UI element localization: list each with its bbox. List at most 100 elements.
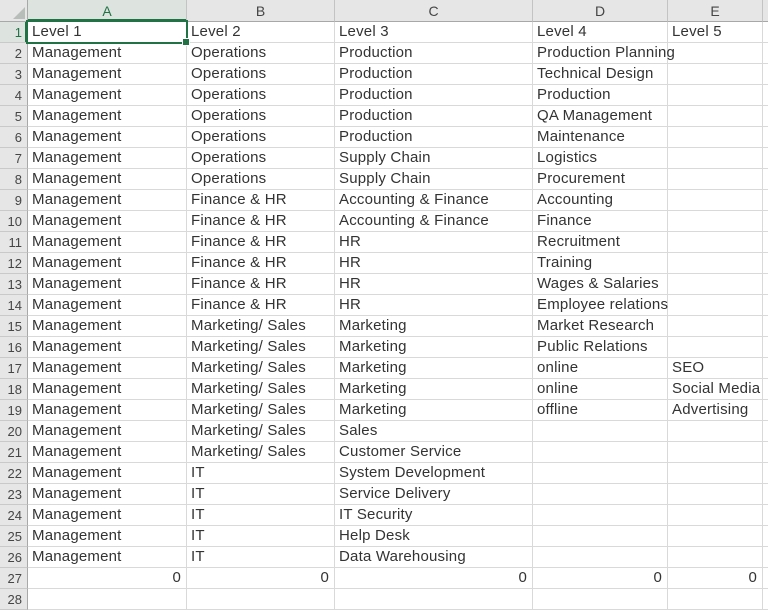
cell-D18[interactable]: online [533,379,668,400]
cell-D7[interactable]: Logistics [533,148,668,169]
cell-A21[interactable]: Management [28,442,187,463]
cell-F2[interactable] [763,43,768,64]
cell-C7[interactable]: Supply Chain [335,148,533,169]
cell-C2[interactable]: Production [335,43,533,64]
cell-E17[interactable]: SEO [668,358,763,379]
row-header-1[interactable]: 1 [0,22,28,43]
cell-F26[interactable] [763,547,768,568]
cell-F4[interactable] [763,85,768,106]
row-header-4[interactable]: 4 [0,85,28,106]
cell-A17[interactable]: Management [28,358,187,379]
cell-B11[interactable]: Finance & HR [187,232,335,253]
cell-D4[interactable]: Production [533,85,668,106]
cell-F17[interactable] [763,358,768,379]
cell-E9[interactable] [668,190,763,211]
cell-C13[interactable]: HR [335,274,533,295]
cell-A27[interactable]: 0 [28,568,187,589]
cell-E26[interactable] [668,547,763,568]
cell-E2[interactable] [668,43,763,64]
cell-F19[interactable] [763,400,768,421]
cell-A23[interactable]: Management [28,484,187,505]
cell-B21[interactable]: Marketing/ Sales [187,442,335,463]
cell-D27[interactable]: 0 [533,568,668,589]
cell-D12[interactable]: Training [533,253,668,274]
cell-A7[interactable]: Management [28,148,187,169]
cell-A4[interactable]: Management [28,85,187,106]
cell-B3[interactable]: Operations [187,64,335,85]
row-header-6[interactable]: 6 [0,127,28,148]
cell-D22[interactable] [533,463,668,484]
cell-E14[interactable] [668,295,763,316]
cell-B2[interactable]: Operations [187,43,335,64]
cell-E13[interactable] [668,274,763,295]
cell-E27[interactable]: 0 [668,568,763,589]
cell-C23[interactable]: Service Delivery [335,484,533,505]
cell-D9[interactable]: Accounting [533,190,668,211]
cell-D21[interactable] [533,442,668,463]
row-header-15[interactable]: 15 [0,316,28,337]
cell-B6[interactable]: Operations [187,127,335,148]
row-header-25[interactable]: 25 [0,526,28,547]
cell-C5[interactable]: Production [335,106,533,127]
cell-B17[interactable]: Marketing/ Sales [187,358,335,379]
cell-D16[interactable]: Public Relations [533,337,668,358]
cell-A26[interactable]: Management [28,547,187,568]
cell-C8[interactable]: Supply Chain [335,169,533,190]
cell-D11[interactable]: Recruitment [533,232,668,253]
cell-F8[interactable] [763,169,768,190]
row-header-5[interactable]: 5 [0,106,28,127]
cell-C11[interactable]: HR [335,232,533,253]
cell-A12[interactable]: Management [28,253,187,274]
cell-C9[interactable]: Accounting & Finance [335,190,533,211]
cell-D25[interactable] [533,526,668,547]
cell-B16[interactable]: Marketing/ Sales [187,337,335,358]
cell-A1[interactable]: Level 1 [28,22,187,43]
row-header-13[interactable]: 13 [0,274,28,295]
row-header-27[interactable]: 27 [0,568,28,589]
cell-E20[interactable] [668,421,763,442]
cell-D3[interactable]: Technical Design [533,64,668,85]
cell-B9[interactable]: Finance & HR [187,190,335,211]
cell-E8[interactable] [668,169,763,190]
cell-F18[interactable] [763,379,768,400]
cell-C18[interactable]: Marketing [335,379,533,400]
cell-C22[interactable]: System Development [335,463,533,484]
row-header-8[interactable]: 8 [0,169,28,190]
row-header-3[interactable]: 3 [0,64,28,85]
cell-A5[interactable]: Management [28,106,187,127]
cell-F13[interactable] [763,274,768,295]
row-header-14[interactable]: 14 [0,295,28,316]
cell-C3[interactable]: Production [335,64,533,85]
cell-E3[interactable] [668,64,763,85]
cell-B24[interactable]: IT [187,505,335,526]
cell-A28[interactable] [28,589,187,610]
cell-D19[interactable]: offline [533,400,668,421]
cell-C12[interactable]: HR [335,253,533,274]
cell-A25[interactable]: Management [28,526,187,547]
cell-B20[interactable]: Marketing/ Sales [187,421,335,442]
cell-D17[interactable]: online [533,358,668,379]
cell-E15[interactable] [668,316,763,337]
cell-E22[interactable] [668,463,763,484]
cell-F20[interactable] [763,421,768,442]
column-header-f-partial[interactable] [763,0,768,22]
cell-A3[interactable]: Management [28,64,187,85]
cell-B28[interactable] [187,589,335,610]
cell-E23[interactable] [668,484,763,505]
cell-F23[interactable] [763,484,768,505]
cell-B26[interactable]: IT [187,547,335,568]
row-header-17[interactable]: 17 [0,358,28,379]
cell-A24[interactable]: Management [28,505,187,526]
cell-A10[interactable]: Management [28,211,187,232]
row-header-24[interactable]: 24 [0,505,28,526]
cell-D2[interactable]: Production Planning [533,43,675,64]
column-header-d[interactable]: D [533,0,668,22]
cell-F1[interactable] [763,22,768,43]
cell-D23[interactable] [533,484,668,505]
cell-A16[interactable]: Management [28,337,187,358]
cell-F5[interactable] [763,106,768,127]
cell-A20[interactable]: Management [28,421,187,442]
cell-D5[interactable]: QA Management [533,106,668,127]
cell-B22[interactable]: IT [187,463,335,484]
cell-D24[interactable] [533,505,668,526]
